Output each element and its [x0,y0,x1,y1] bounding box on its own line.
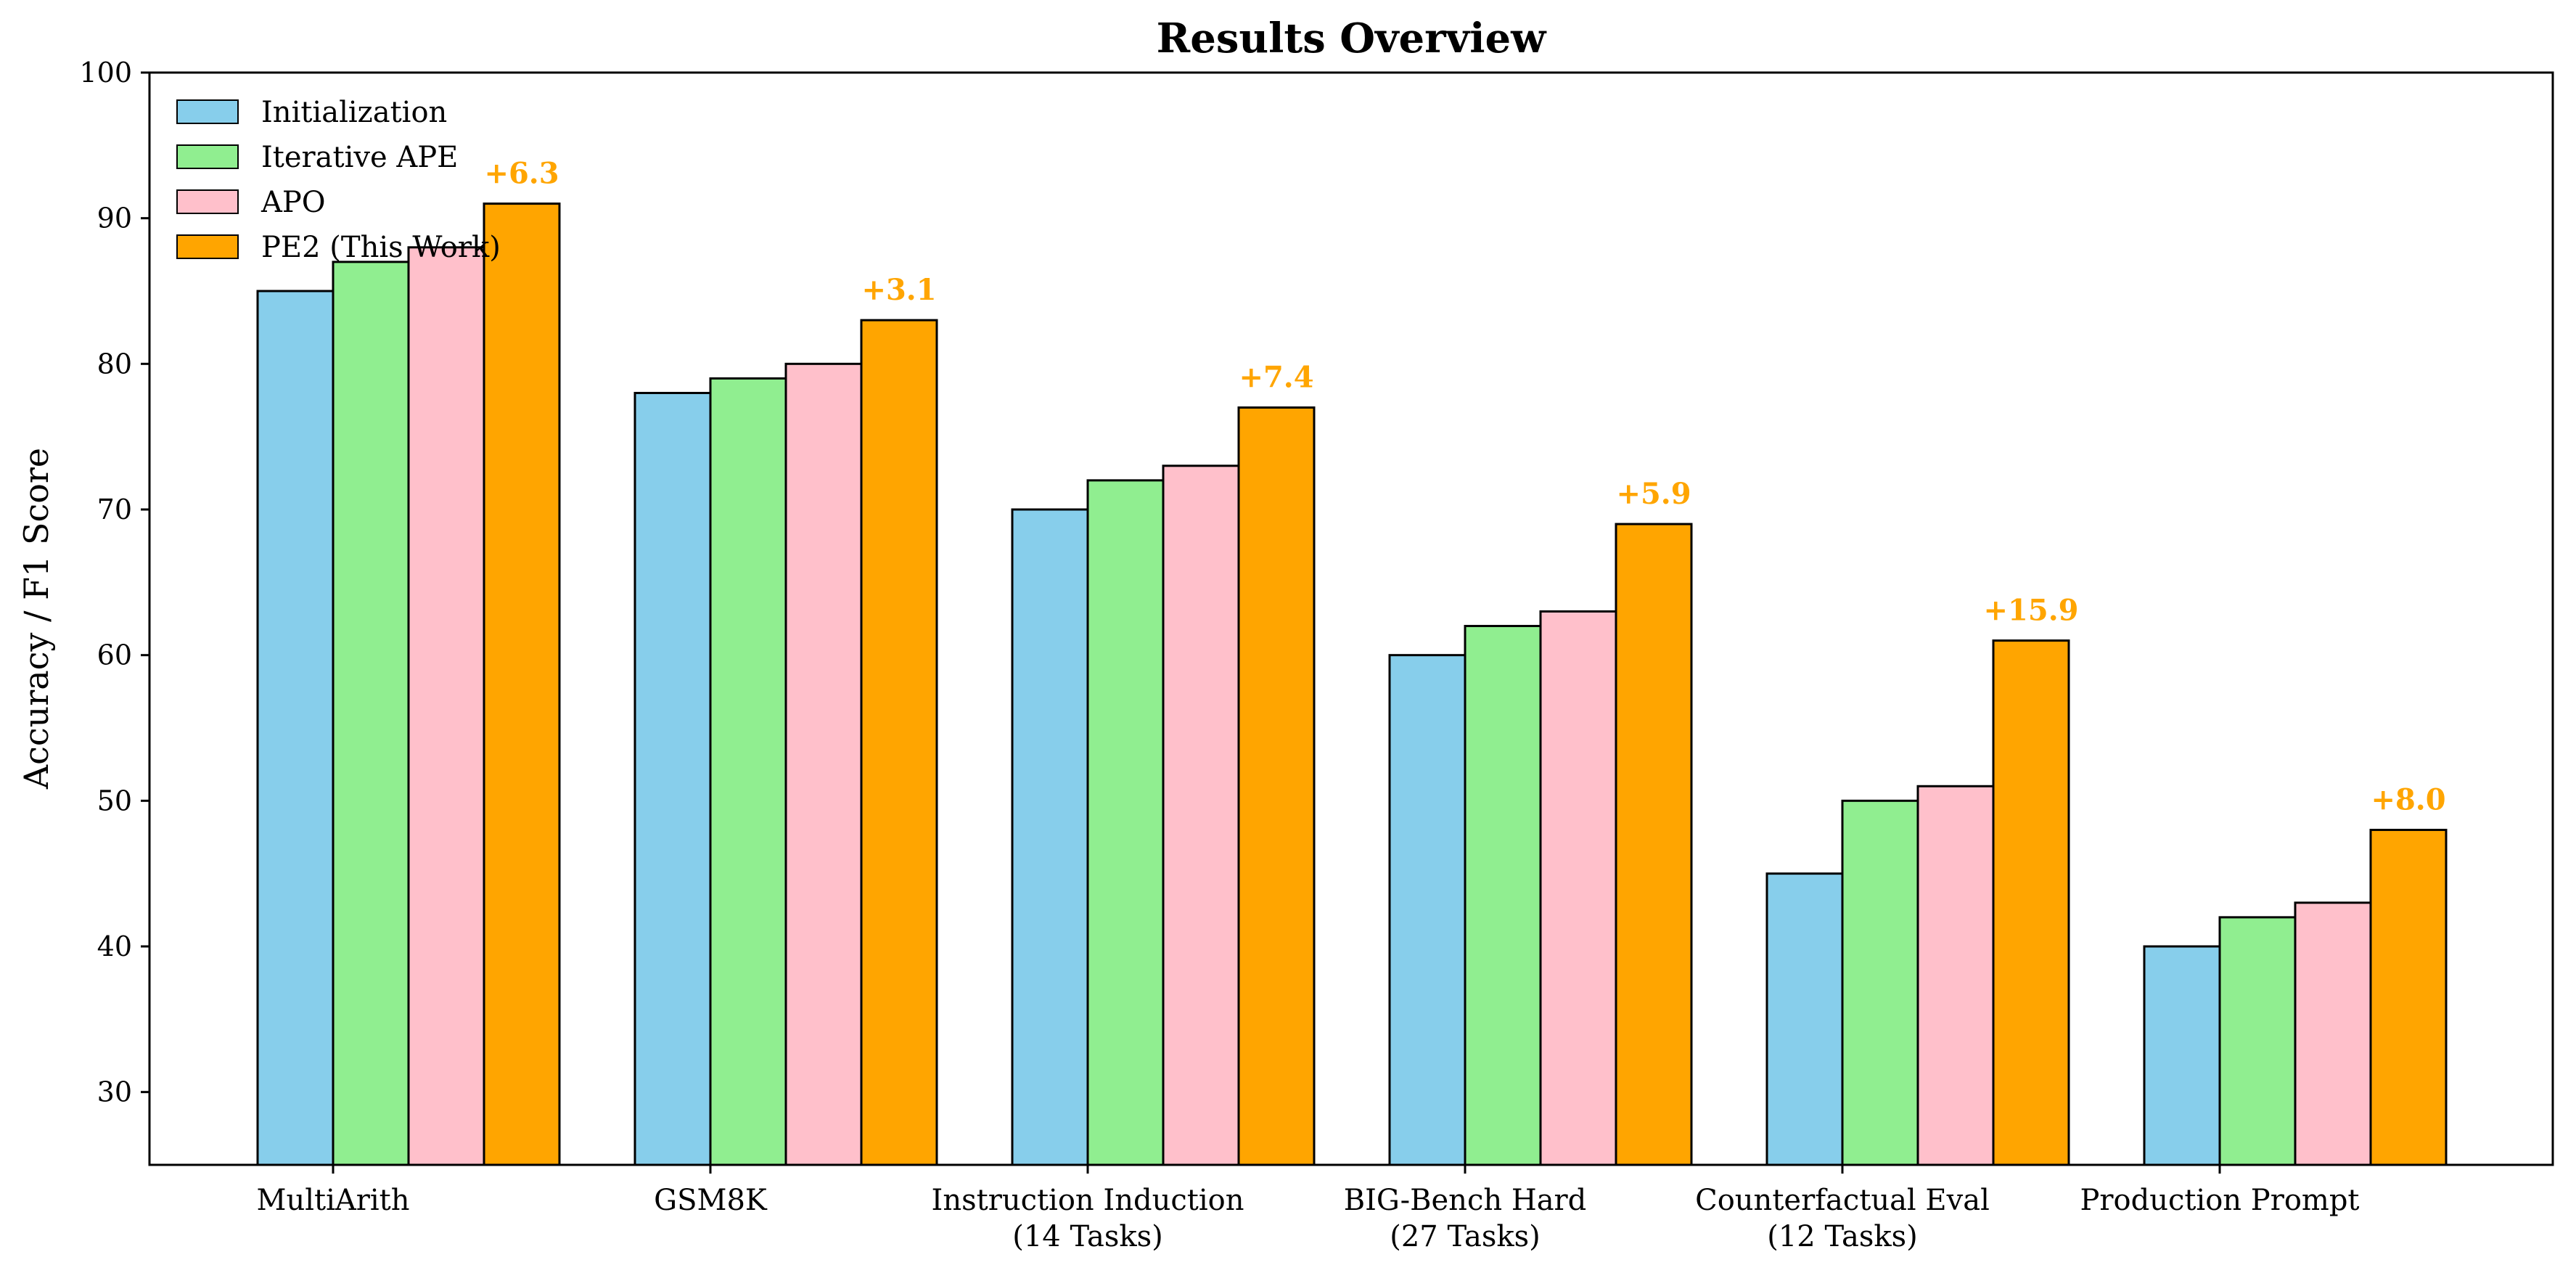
bar-initialization-3 [1388,654,1467,1166]
legend-label: PE2 (This Work) [261,231,501,264]
bar-pe2-this-work-1 [860,319,938,1166]
legend-swatch [176,144,239,169]
x-tick-label: (14 Tasks) [1012,1220,1163,1253]
x-axis: MultiArith GSM8K Instruction Induction(14 … [256,1165,2360,1253]
bar-apo-0 [407,246,485,1166]
plot-frame [148,71,2554,1166]
legend-label: Iterative APE [261,141,458,174]
x-tick-label: Counterfactual Eval [1695,1184,1990,1217]
y-tick-label: 90 [97,202,132,234]
bar-apo-1 [784,362,863,1166]
improvement-annotation: +3.1 [861,273,936,307]
y-axis-label: Accuracy / F1 Score [17,448,56,790]
y-tick-label: 50 [97,785,132,816]
y-tick-label: 40 [97,930,132,962]
bar-initialization-1 [633,391,712,1166]
improvement-annotation: +5.9 [1616,477,1691,511]
legend-label: APO [261,186,326,219]
legend: Initialization Iterative APE APO PE2 (This … [176,96,501,264]
bars-layer [256,202,2448,1166]
bar-pe2-this-work-0 [483,202,561,1166]
y-tick-label: 100 [79,57,132,89]
bar-pe2-this-work-3 [1615,523,1693,1166]
y-tick-label: 80 [97,348,132,380]
bar-initialization-4 [1765,872,1844,1166]
bar-apo-3 [1539,610,1617,1166]
bar-apo-5 [2294,901,2372,1166]
y-tick-label: 30 [97,1076,132,1108]
improvement-annotation: +8.0 [2371,782,2445,816]
x-tick-label: Instruction Induction [932,1184,1244,1217]
bar-pe2-this-work-5 [2369,828,2448,1166]
bar-pe2-this-work-4 [1992,639,2070,1166]
bar-initialization-5 [2143,945,2221,1166]
x-tick-label: (27 Tasks) [1390,1220,1541,1253]
bar-pe2-this-work-2 [1237,406,1316,1166]
y-tick-label: 70 [97,494,132,525]
bar-apo-2 [1162,464,1240,1166]
bar-initialization-2 [1011,508,1089,1166]
legend-swatch [176,234,239,259]
x-tick-label: GSM8K [654,1184,768,1217]
legend-swatch [176,189,239,214]
x-tick-label: Production Prompt [2080,1184,2359,1217]
legend-label: Initialization [261,96,447,129]
bar-iterative-ape-2 [1086,479,1165,1166]
bar-iterative-ape-4 [1841,799,1919,1166]
bar-iterative-ape-3 [1464,625,1542,1166]
x-tick-label: BIG-Bench Hard [1344,1184,1587,1217]
x-tick-label: MultiArith [256,1184,409,1217]
annotations-layer: +6.3 +3.1 +7.4 +5.9 +15.9 +8.0 [484,157,2445,817]
bar-initialization-0 [256,290,335,1166]
x-tick-label: (12 Tasks) [1767,1220,1918,1253]
bar-iterative-ape-0 [332,261,410,1166]
bar-iterative-ape-1 [709,377,787,1166]
improvement-annotation: +6.3 [484,157,559,191]
y-tick-label: 60 [97,639,132,671]
improvement-annotation: +7.4 [1239,361,1313,395]
y-axis: 30 40 50 60 70 80 90 100 [79,57,149,1108]
legend-swatch [176,99,239,124]
bar-apo-4 [1916,785,1995,1166]
improvement-annotation: +15.9 [1984,594,2079,628]
bar-iterative-ape-5 [2218,916,2297,1166]
chart-title: Results Overview [1157,15,1547,62]
